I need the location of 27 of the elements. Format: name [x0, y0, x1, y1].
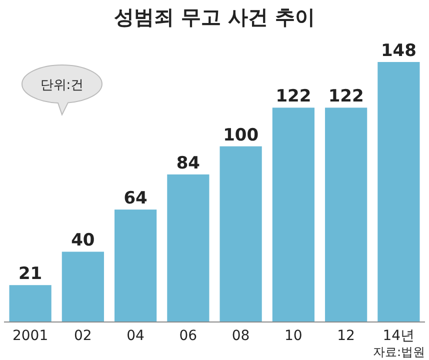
data-label: 21	[18, 264, 42, 284]
data-label: 148	[380, 41, 416, 61]
text: 자료:법원	[372, 345, 425, 359]
x-tick-label: 06	[179, 328, 198, 344]
data-label: 122	[328, 86, 364, 107]
x-tick-label: 14년	[382, 328, 415, 344]
x-tick-label: 10	[284, 328, 302, 344]
x-tick-label: 08	[232, 328, 250, 344]
bar	[9, 285, 52, 322]
data-label: 64	[124, 188, 148, 209]
bar	[378, 62, 420, 322]
bar	[114, 210, 157, 322]
x-tick-label: 02	[74, 328, 92, 344]
data-label: 122	[276, 86, 312, 107]
x-tick-label: 04	[126, 328, 145, 344]
bar	[220, 146, 262, 322]
bar	[325, 108, 368, 322]
chart-title: 성범죄 무고 사건 추이	[114, 5, 315, 29]
annotation: 단위:건	[40, 78, 84, 93]
bar	[62, 252, 104, 322]
data-label: 84	[176, 153, 200, 174]
bar	[167, 174, 210, 322]
x-tick-label: 2001	[12, 328, 48, 344]
data-label: 40	[71, 230, 95, 251]
bar	[272, 108, 314, 322]
data-label: 100	[223, 125, 259, 146]
x-tick-label: 12	[337, 328, 355, 344]
